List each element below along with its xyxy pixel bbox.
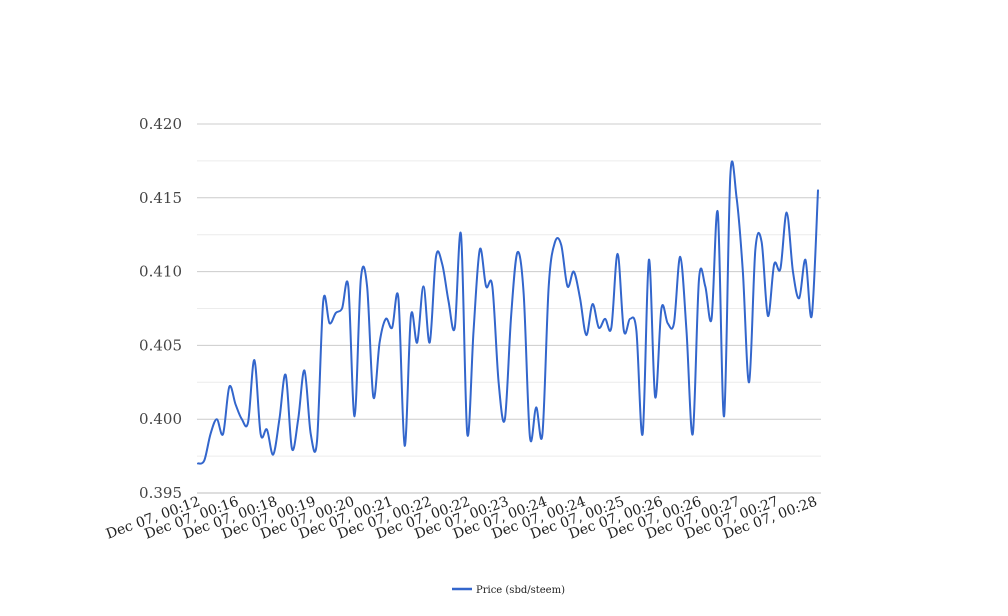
y-axis-tick-labels: 0.395 0.400 0.405 0.410 0.415 0.420 <box>139 115 182 502</box>
minor-gridlines <box>197 160 821 457</box>
series-layer <box>197 160 819 465</box>
y-tick-label: 0.395 <box>139 484 182 502</box>
y-tick-label: 0.420 <box>139 115 182 133</box>
major-gridlines <box>197 123 821 494</box>
legend[interactable]: Price (sbd/steem) <box>452 585 565 596</box>
y-tick-label: 0.400 <box>139 410 182 428</box>
legend-label-price: Price (sbd/steem) <box>476 585 565 596</box>
y-tick-label: 0.410 <box>139 263 182 281</box>
y-tick-label: 0.405 <box>139 336 182 354</box>
series-line-price <box>197 160 819 465</box>
y-tick-label: 0.415 <box>139 189 182 207</box>
